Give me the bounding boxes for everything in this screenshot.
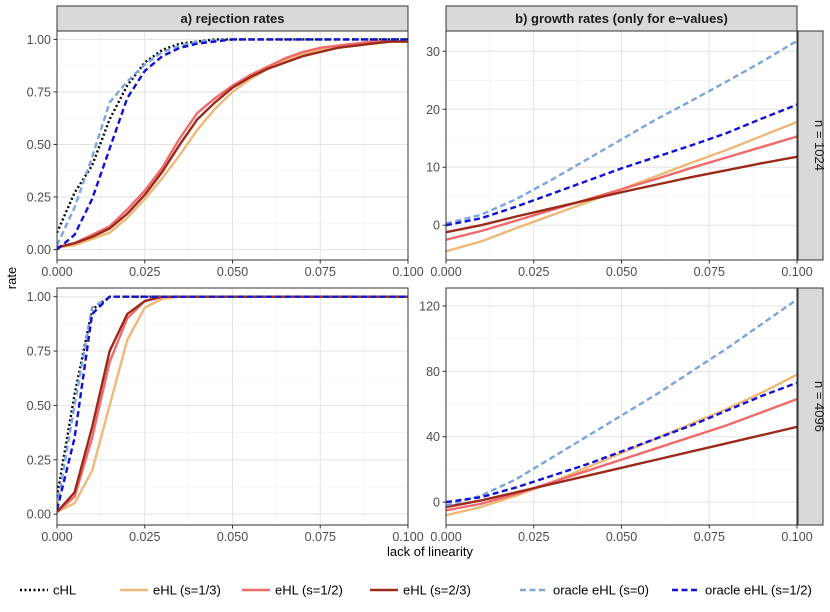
legend-item: cHL <box>20 583 76 598</box>
strip-label-n-1024: n = 1024 <box>812 120 827 171</box>
series-group <box>57 295 408 514</box>
y-tick-label: 0.50 <box>27 399 51 413</box>
legend-label: eHL (s=1/3) <box>153 583 221 598</box>
y-tick-label: 80 <box>426 365 440 379</box>
strip-bg <box>445 5 798 32</box>
x-tick-label: 0.025 <box>129 265 160 279</box>
y-tick-label: 0.00 <box>27 243 51 257</box>
y-tick-label: 0.25 <box>27 453 51 467</box>
series-line-ehl-s-2-3 <box>446 155 797 234</box>
series-line-ehl-s-1-2 <box>57 40 408 249</box>
row-strip-1024: n = 1024 <box>797 30 827 261</box>
series-line-ehl-s-1-2 <box>446 135 797 241</box>
strip-label-rejection-rates: a) rejection rates <box>180 11 284 26</box>
x-tick-label: 0.025 <box>518 265 549 279</box>
panel-3: 0.000 0.025 0.050 0.075 0.100 0.00 0.25 0.50 0.7… <box>27 287 424 544</box>
y-tick-label: 10 <box>426 161 440 175</box>
y-tick-label: 1.00 <box>27 290 51 304</box>
series-group <box>57 38 408 251</box>
series-line-ehl-s-1-2 <box>446 398 797 512</box>
legend-label: oracle eHL (s=0) <box>553 583 649 598</box>
x-tick-label: 0.050 <box>606 265 637 279</box>
strip-bg <box>56 5 409 32</box>
series-group <box>446 39 797 253</box>
x-tick-label: 0.000 <box>41 530 72 544</box>
y-tick-label: 120 <box>419 299 440 313</box>
x-tick-label: 0.075 <box>305 265 336 279</box>
legend: cHL eHL (s=1/3) eHL (s=1/2) eHL (s=2/3) orac… <box>20 583 812 598</box>
series-line-oracle-ehl-s-1-2 <box>57 38 408 251</box>
series-group <box>446 298 797 517</box>
x-tick-label: 0.075 <box>694 530 725 544</box>
legend-item: oracle eHL (s=0) <box>520 583 649 598</box>
legend-item: oracle eHL (s=1/2) <box>672 583 812 598</box>
y-tick-label: 1.00 <box>27 33 51 47</box>
series-line-oracle-ehl-s-0 <box>446 39 797 225</box>
legend-item: eHL (s=1/3) <box>120 583 221 598</box>
series-line-ehl-s-1-3 <box>446 373 797 517</box>
y-tick-label: 0.75 <box>27 345 51 359</box>
strip-bg <box>797 287 824 526</box>
x-tick-label: 0.075 <box>694 265 725 279</box>
x-tick-label: 0.000 <box>41 265 72 279</box>
column-strip-a: a) rejection rates <box>56 5 409 32</box>
y-tick-label: 0 <box>433 496 440 510</box>
legend-label: oracle eHL (s=1/2) <box>705 583 812 598</box>
panel-1: 0.000 0.025 0.050 0.075 0.100 0.00 0.25 0.50 0.7… <box>27 30 424 279</box>
column-strip-b: b) growth rates (only for e−values) <box>445 5 798 32</box>
series-line-ehl-s-2-3 <box>446 425 797 509</box>
x-tick-label: 0.100 <box>392 265 423 279</box>
legend-item: eHL (s=1/2) <box>242 583 343 598</box>
strip-bg <box>797 30 824 261</box>
x-axis-title: lack of linearity <box>387 544 473 559</box>
series-line-ehl-s-2-3 <box>57 40 408 249</box>
y-axis-title: rate <box>4 267 19 289</box>
x-tick-label: 0.000 <box>430 530 461 544</box>
series-line-oracle-ehl-s-1-2 <box>446 103 797 227</box>
x-tick-label: 0.000 <box>430 265 461 279</box>
y-tick-label: 40 <box>426 430 440 444</box>
legend-label: cHL <box>53 583 76 598</box>
x-tick-label: 0.075 <box>305 530 336 544</box>
y-tick-label: 0.50 <box>27 138 51 152</box>
x-tick-label: 0.100 <box>392 530 423 544</box>
x-tick-label: 0.025 <box>129 530 160 544</box>
series-line-oracle-ehl-s-0 <box>446 298 797 507</box>
x-tick-label: 0.050 <box>606 530 637 544</box>
strip-label-growth-rates: b) growth rates (only for e−values) <box>515 11 728 26</box>
x-tick-label: 0.050 <box>217 265 248 279</box>
series-line-oracle-ehl-s-1-2 <box>57 295 408 511</box>
legend-item: eHL (s=2/3) <box>370 583 471 598</box>
y-tick-label: 30 <box>426 45 440 59</box>
x-tick-label: 0.025 <box>518 530 549 544</box>
x-tick-label: 0.050 <box>217 530 248 544</box>
x-tick-label: 0.100 <box>781 530 812 544</box>
legend-label: eHL (s=1/2) <box>275 583 343 598</box>
x-tick-label: 0.100 <box>781 265 812 279</box>
y-tick-label: 0.00 <box>27 508 51 522</box>
y-tick-label: 0.25 <box>27 190 51 204</box>
strip-label-n-4096: n = 4096 <box>812 381 827 432</box>
panel-2: 0.000 0.025 0.050 0.075 0.100 0 10 20 30 <box>426 30 813 279</box>
y-tick-label: 0.75 <box>27 85 51 99</box>
row-strip-4096: n = 4096 <box>797 287 827 526</box>
y-tick-label: 20 <box>426 103 440 117</box>
panel-4: 0.000 0.025 0.050 0.075 0.100 0 40 80 120 <box>419 287 813 544</box>
chart-panels: 0.000 0.025 0.050 0.075 0.1000.000.250.500.7… <box>27 30 813 544</box>
series-line-oracle-ehl-s-1-2 <box>446 381 797 504</box>
y-tick-label: 0 <box>433 219 440 233</box>
legend-label: eHL (s=2/3) <box>403 583 471 598</box>
